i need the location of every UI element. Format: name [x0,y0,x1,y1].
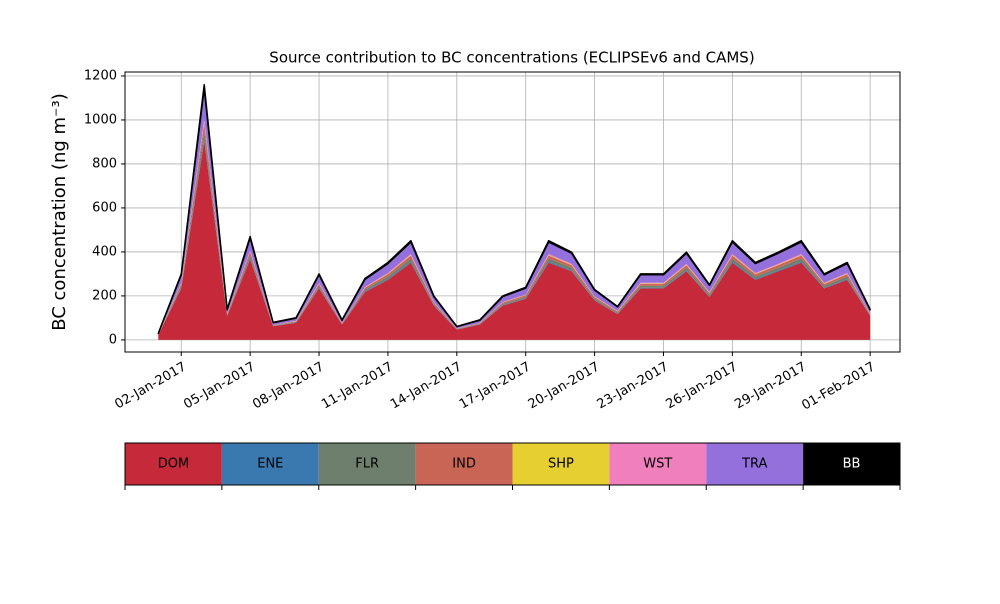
legend-label: SHP [548,457,574,472]
legend-frame [124,442,901,486]
y-tick-label: 200 [92,288,117,303]
x-tick-label: 05-Jan-2017 [181,360,258,413]
y-tick-label: 400 [92,244,117,259]
legend-label: IND [452,457,476,472]
legend-label: TRA [741,457,767,472]
legend-label: ENE [257,457,283,472]
plot-frame [124,71,901,353]
legend-label: FLR [355,457,379,472]
legend-swatch [318,443,416,485]
area [158,140,871,340]
legend-swatch [221,443,319,485]
y-tick-label: 600 [92,200,117,215]
x-tick-label: 23-Jan-2017 [595,360,672,413]
x-tick-label: 08-Jan-2017 [250,360,327,413]
legend-swatch [803,443,900,485]
x-tick-label: 17-Jan-2017 [457,360,534,413]
legend-label: BB [843,457,861,472]
x-tick-label: 02-Jan-2017 [112,360,189,413]
y-tick-label: 0 [109,332,117,347]
x-tick-label: 11-Jan-2017 [319,360,396,413]
chart-title: Source contribution to BC concentrations… [269,49,754,67]
y-tick-label: 1200 [84,68,117,83]
legend-swatch [609,443,707,485]
x-tick-label: 29-Jan-2017 [732,360,809,413]
x-tick-label: 01-Feb-2017 [799,360,878,414]
legend-swatch [415,443,513,485]
legend-label: DOM [158,457,189,472]
legend-swatch [125,443,222,485]
y-axis-label: BC concentration (ng m⁻³) [49,93,70,331]
x-tick-label: 20-Jan-2017 [526,360,603,413]
x-tick-label: 14-Jan-2017 [388,360,465,413]
area [157,84,871,335]
x-tick-label: 26-Jan-2017 [664,360,741,413]
y-tick-label: 1000 [84,112,117,127]
y-tick-label: 800 [92,156,117,171]
legend-label: WST [643,457,672,472]
legend-swatch [706,443,804,485]
legend-swatch [512,443,610,485]
